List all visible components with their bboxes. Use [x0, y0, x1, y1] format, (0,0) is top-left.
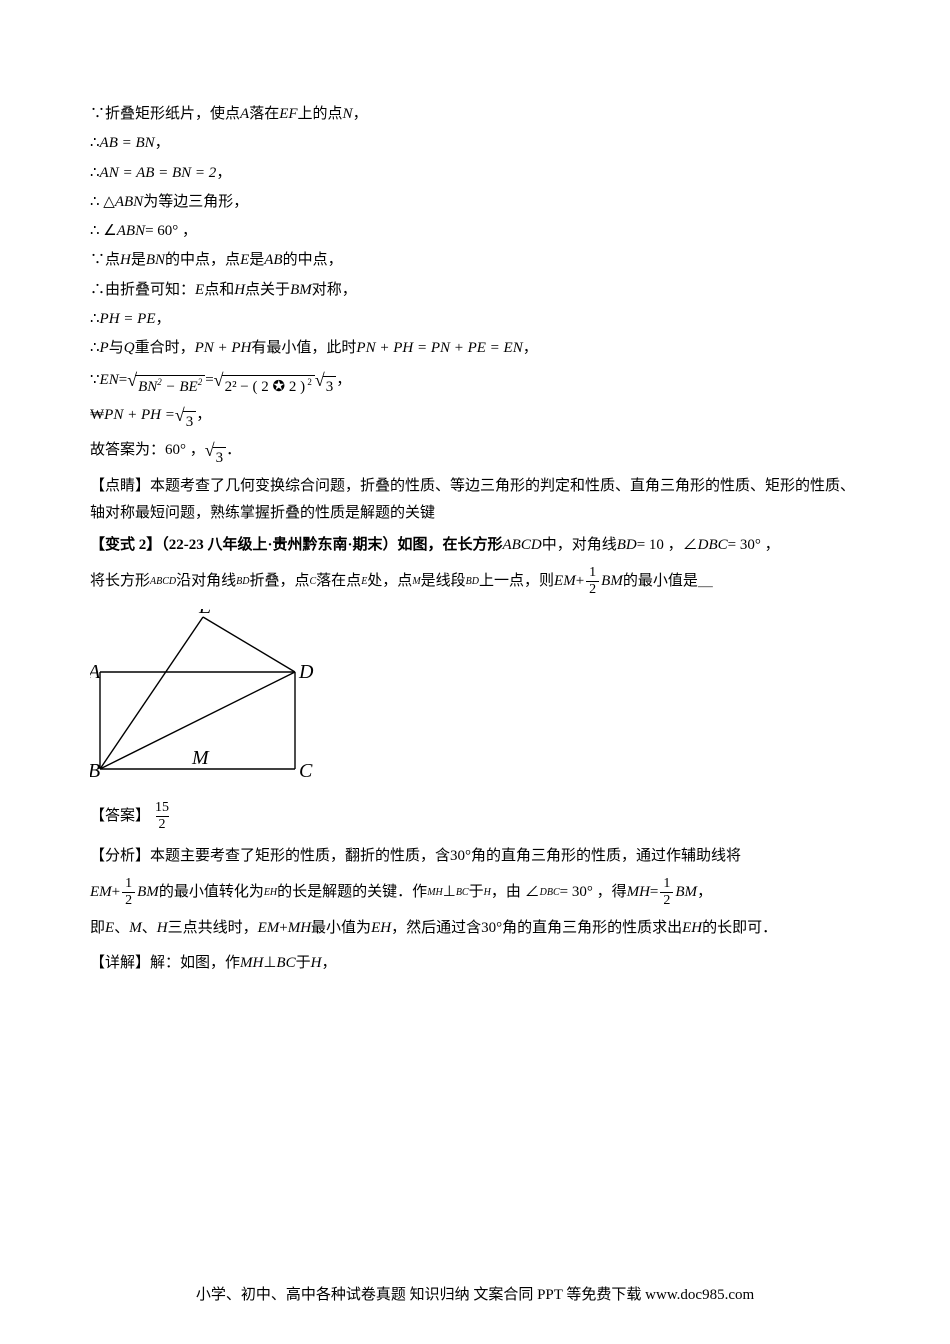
line-10: ∵EN = √BN2 − BE2 = √2² − ( 2 ✪ 2 ) 2 √3 … — [90, 363, 860, 398]
svg-text:C: C — [299, 760, 313, 782]
line-7: ∴由折叠可知：E 点和 H 点关于 BM 对称， — [90, 276, 860, 305]
line-9: ∴ P 与 Q 重合时，PN + PH 有最小值，此时 PN + PH = PN… — [90, 334, 860, 363]
svg-text:B: B — [90, 760, 100, 782]
analysis-1: 【分析】本题主要考查了矩形的性质，翻折的性质，含30°角的直角三角形的性质，通过… — [90, 842, 860, 871]
answer: 【答案】 152 — [90, 801, 860, 832]
geometry-figure: A B C D E M — [90, 609, 860, 789]
svg-text:A: A — [90, 661, 101, 683]
line-5: ∴ ∠ABN = 60° ， — [90, 217, 860, 246]
analysis-3: 即 E 、M 、H 三点共线时，EM + MH 最小值为 EH ，然后通过含30… — [90, 914, 860, 943]
svg-text:E: E — [198, 609, 211, 618]
line-12: 故答案为：60° ， √3 ． — [90, 433, 860, 468]
line-4: ∴ △ABN 为等边三角形， — [90, 188, 860, 217]
svg-text:M: M — [191, 747, 210, 769]
page-footer: 小学、初中、高中各种试卷真题 知识归纳 文案合同 PPT 等免费下载 www.d… — [0, 1283, 950, 1304]
commentary-1: 【点睛】本题考查了几何变换综合问题，折叠的性质、等边三角形的判定和性质、直角三角… — [90, 473, 860, 527]
svg-text:D: D — [298, 661, 314, 683]
variant-2a: 【变式 2】（22-23 八年级上·贵州黔东南·期末）如图，在长方形 ABCD … — [90, 531, 860, 560]
line-11: ₩PN + PH = √3 ， — [90, 398, 860, 433]
detail-1: 【详解】解：如图，作 MH ⊥ BC 于 H ， — [90, 949, 860, 978]
line-8: ∴ PH = PE ， — [90, 305, 860, 334]
variant-2b: 将长方形 ABCD 沿对角线 BD 折叠，点 C 落在点 E 处，点 M 是线段… — [90, 566, 860, 597]
analysis-2: EM + 12 BM 的最小值转化为 EH 的长是解题的关键．作 MH ⊥ BC… — [90, 877, 860, 908]
line-2: ∴ AB = BN ， — [90, 129, 860, 158]
line-3: ∴ AN = AB = BN = 2 ， — [90, 159, 860, 188]
line-1: ∵折叠矩形纸片，使点 A 落在 EF 上的点 N ， — [90, 100, 860, 129]
line-6: ∵点 H 是 BN 的中点，点 E 是 AB 的中点， — [90, 246, 860, 275]
